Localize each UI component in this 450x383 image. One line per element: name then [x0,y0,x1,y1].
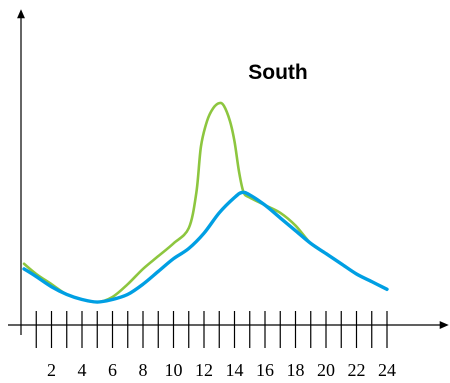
series-line-1 [22,101,389,304]
x-tick-label: 8 [139,360,148,380]
x-tick-label: 2 [47,360,56,380]
x-tick-label: 16 [256,360,274,380]
series-layer [22,101,389,304]
x-axis-arrow [439,321,449,329]
ticks-layer: 2 4 6 8 10 12 14 16 18 20 22 24 [35,311,396,380]
y-axis-arrow [17,9,25,19]
x-tick-label: 4 [78,360,87,380]
x-tick-label: 18 [287,360,305,380]
x-tick-label: 12 [195,360,213,380]
x-tick-label: 10 [165,360,183,380]
x-tick-label: 20 [317,360,335,380]
x-tick-label: 22 [348,360,366,380]
x-tick-label: 14 [226,360,244,380]
chart-title: South [248,61,307,84]
x-tick-label: 24 [378,360,396,380]
x-tick-label: 6 [108,360,117,380]
series-line-2 [22,190,389,304]
